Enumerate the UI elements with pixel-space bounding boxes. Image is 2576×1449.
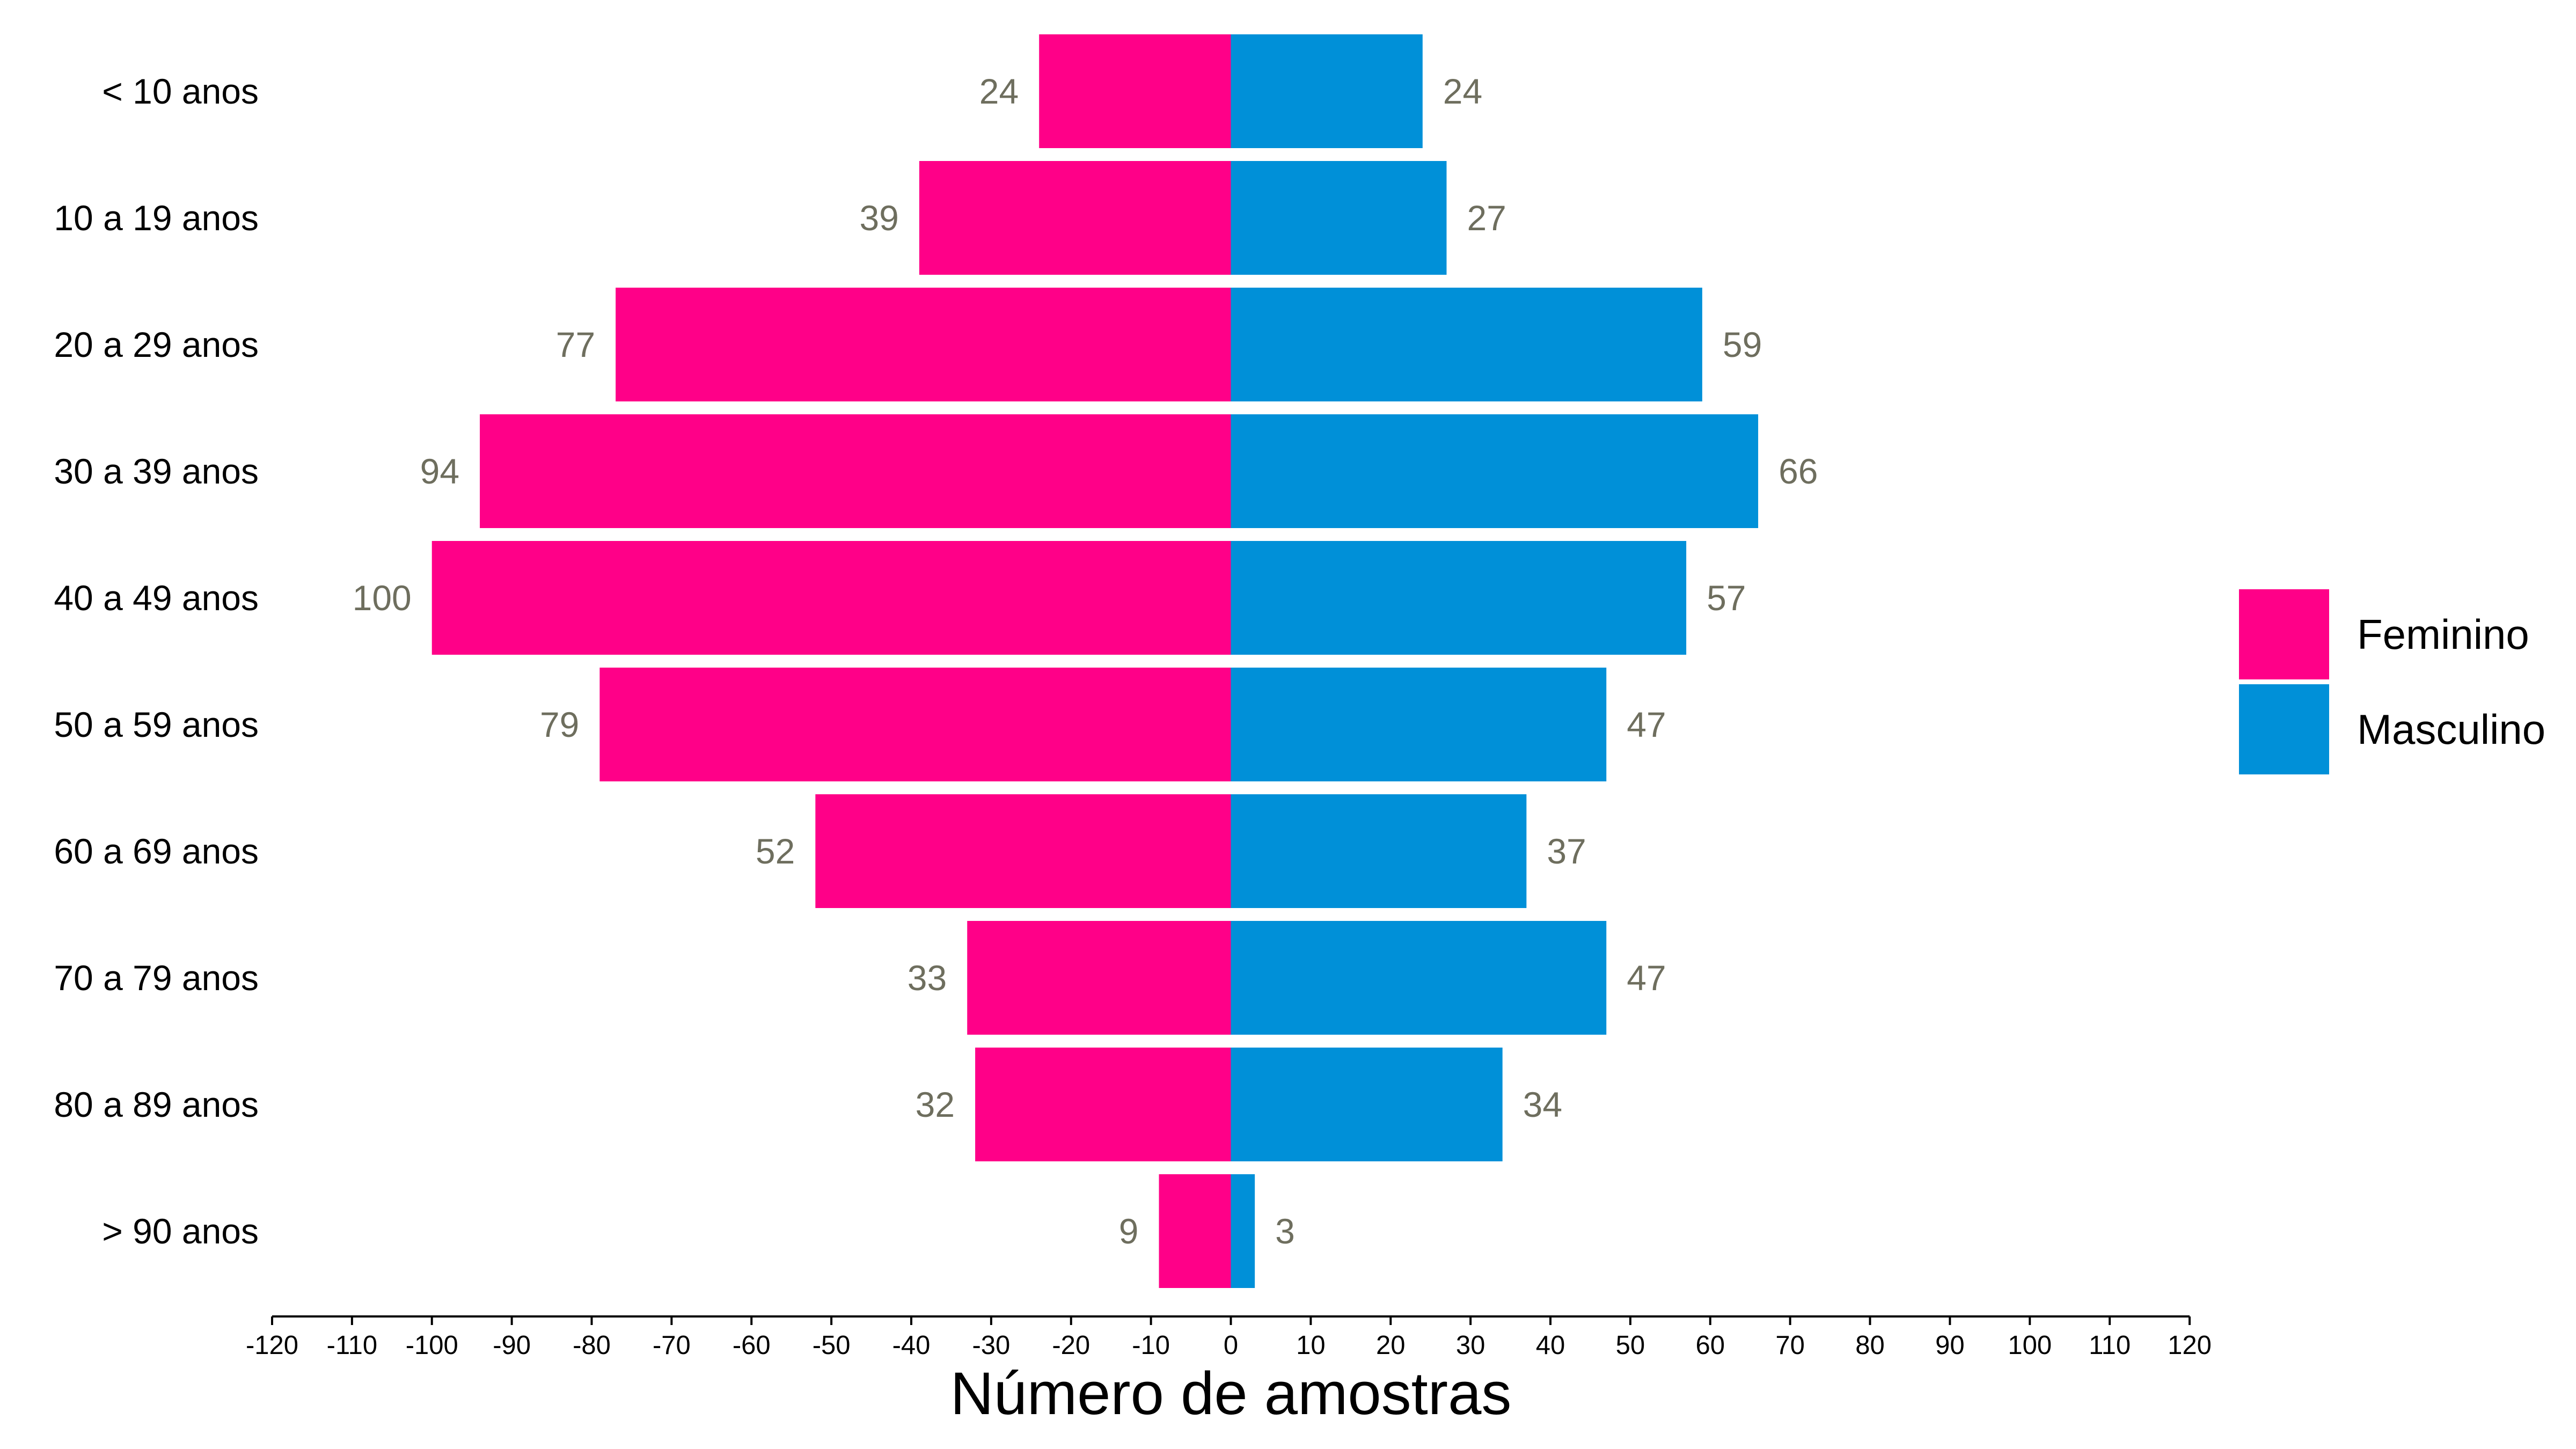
value-label-masculino-50-a-59-anos: 47 (1627, 705, 1666, 744)
category-label-60-a-69-anos: 60 a 69 anos (54, 831, 259, 871)
legend: Feminino Masculino (2239, 589, 2545, 774)
legend-swatch-masculino (2239, 684, 2329, 774)
value-labels: 24 24 39 27 77 59 94 66 100 57 79 47 52 37 33 47 32 34 9 3 (353, 71, 1818, 1251)
x-axis-title: Número de amostras (950, 1360, 1512, 1427)
bar-masculino-60-a-69-anos (1231, 794, 1527, 908)
value-label-feminino-20-a-29-anos: 77 (556, 325, 595, 364)
value-label-masculino-over-90-anos: 3 (1275, 1211, 1295, 1251)
x-tick-label-neg80: -80 (573, 1331, 611, 1360)
category-label-50-a-59-anos: 50 a 59 anos (54, 705, 259, 744)
x-tick-label-neg120: -120 (246, 1331, 298, 1360)
bar-feminino-10-a-19-anos (919, 161, 1231, 275)
bar-feminino-over-90-anos (1159, 1174, 1231, 1288)
value-label-feminino-60-a-69-anos: 52 (756, 831, 795, 871)
value-label-masculino-70-a-79-anos: 47 (1627, 958, 1666, 998)
value-label-feminino-40-a-49-anos: 100 (353, 578, 412, 618)
bar-masculino-30-a-39-anos (1231, 414, 1759, 528)
legend-swatch-feminino (2239, 589, 2329, 679)
category-label-10-a-19-anos: 10 a 19 anos (54, 198, 259, 238)
value-label-feminino-over-90-anos: 9 (1119, 1211, 1139, 1251)
value-label-masculino-40-a-49-anos: 57 (1707, 578, 1746, 618)
x-tick-label-neg70: -70 (653, 1331, 691, 1360)
x-tick-label-0: 0 (1224, 1331, 1238, 1360)
x-tick-label-neg20: -20 (1052, 1331, 1090, 1360)
value-label-masculino-10-a-19-anos: 27 (1467, 198, 1506, 238)
x-tick-label-neg10: -10 (1132, 1331, 1170, 1360)
x-tick-label-neg60: -60 (733, 1331, 771, 1360)
value-label-feminino-under-10-anos: 24 (979, 71, 1019, 111)
bar-masculino-20-a-29-anos (1231, 288, 1702, 401)
value-label-masculino-60-a-69-anos: 37 (1547, 831, 1586, 871)
x-ticks: -120 -110 -100 -90 -80 -70 -60 -50 -40 -30 -20 -10 0… (246, 1316, 2212, 1360)
bar-feminino-20-a-29-anos (616, 288, 1231, 401)
x-tick-label-neg90: -90 (493, 1331, 531, 1360)
x-tick-label-50: 50 (1616, 1331, 1645, 1360)
value-label-feminino-70-a-79-anos: 33 (908, 958, 947, 998)
x-tick-label-neg30: -30 (972, 1331, 1010, 1360)
bar-feminino-60-a-69-anos (815, 794, 1231, 908)
x-tick-label-80: 80 (1855, 1331, 1885, 1360)
x-tick-label-neg110: -110 (327, 1331, 377, 1360)
category-label-20-a-29-anos: 20 a 29 anos (54, 325, 259, 364)
x-tick-label-neg50: -50 (813, 1331, 851, 1360)
x-tick-label-60: 60 (1695, 1331, 1725, 1360)
value-label-feminino-50-a-59-anos: 79 (540, 705, 579, 744)
x-tick-label-neg100: -100 (406, 1331, 458, 1360)
category-label-30-a-39-anos: 30 a 39 anos (54, 451, 259, 491)
category-labels: < 10 anos 10 a 19 anos 20 a 29 anos 30 a 39… (54, 71, 259, 1251)
x-tick-label-120: 120 (2168, 1331, 2212, 1360)
category-label-70-a-79-anos: 70 a 79 anos (54, 958, 259, 998)
value-label-feminino-30-a-39-anos: 94 (420, 451, 459, 491)
bar-masculino-under-10-anos (1231, 34, 1423, 148)
bar-masculino-80-a-89-anos (1231, 1048, 1503, 1161)
bar-feminino-under-10-anos (1039, 34, 1231, 148)
value-label-masculino-30-a-39-anos: 66 (1779, 451, 1818, 491)
bar-feminino-70-a-79-anos (967, 921, 1231, 1035)
value-label-masculino-under-10-anos: 24 (1443, 71, 1482, 111)
bar-feminino-50-a-59-anos (599, 668, 1231, 781)
bar-masculino-40-a-49-anos (1231, 541, 1687, 655)
legend-label-masculino: Masculino (2357, 706, 2545, 753)
bar-masculino-10-a-19-anos (1231, 161, 1447, 275)
x-axis: -120 -110 -100 -90 -80 -70 -60 -50 -40 -30 -20 -10 0… (246, 1315, 2212, 1360)
x-tick-label-110: 110 (2089, 1331, 2131, 1360)
value-label-masculino-20-a-29-anos: 59 (1723, 325, 1762, 364)
category-label-over-90-anos: > 90 anos (102, 1211, 259, 1251)
x-tick-label-30: 30 (1456, 1331, 1485, 1360)
value-label-feminino-80-a-89-anos: 32 (916, 1085, 955, 1124)
x-tick-label-90: 90 (1935, 1331, 1965, 1360)
x-tick-label-70: 70 (1775, 1331, 1805, 1360)
feminino-bars (431, 34, 1231, 1288)
masculino-bars (1231, 34, 1759, 1288)
bar-feminino-30-a-39-anos (480, 414, 1231, 528)
x-tick-label-40: 40 (1536, 1331, 1565, 1360)
category-label-under-10-anos: < 10 anos (102, 71, 259, 111)
x-tick-label-100: 100 (2008, 1331, 2052, 1360)
category-label-80-a-89-anos: 80 a 89 anos (54, 1085, 259, 1124)
category-label-40-a-49-anos: 40 a 49 anos (54, 578, 259, 618)
x-tick-label-10: 10 (1296, 1331, 1326, 1360)
bar-feminino-80-a-89-anos (975, 1048, 1231, 1161)
bar-masculino-over-90-anos (1231, 1174, 1255, 1288)
bar-masculino-70-a-79-anos (1231, 921, 1607, 1035)
x-tick-label-20: 20 (1376, 1331, 1406, 1360)
value-label-feminino-10-a-19-anos: 39 (859, 198, 898, 238)
value-label-masculino-80-a-89-anos: 34 (1523, 1085, 1562, 1124)
bar-feminino-40-a-49-anos (431, 541, 1231, 655)
x-tick-label-neg40: -40 (892, 1331, 931, 1360)
legend-label-feminino: Feminino (2357, 611, 2529, 658)
bar-masculino-50-a-59-anos (1231, 668, 1607, 781)
